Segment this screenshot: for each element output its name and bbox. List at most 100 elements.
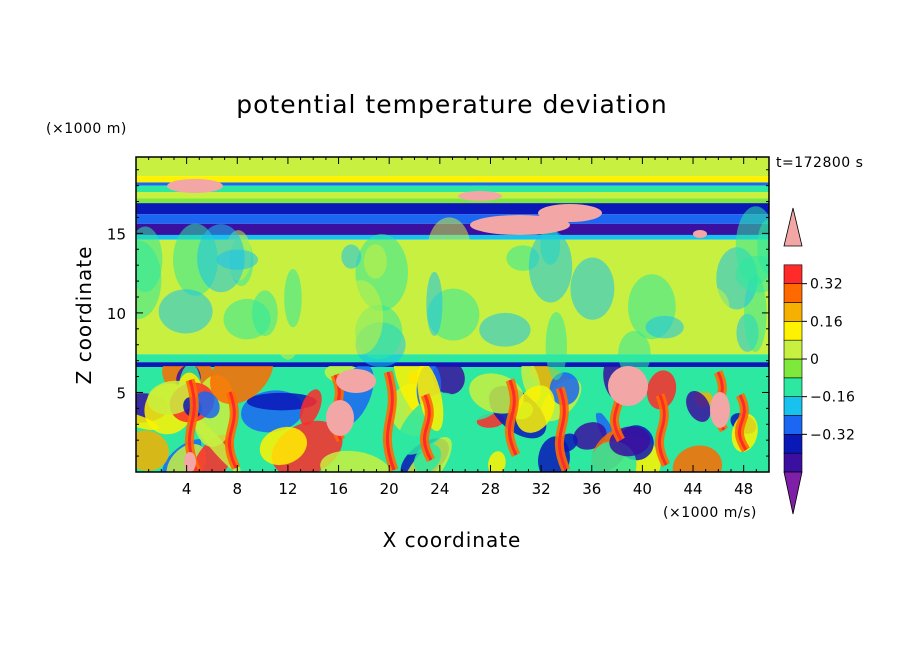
x-tick-label: 20 <box>380 480 399 498</box>
x-axis-ticks: 4 8 12 16 20 24 28 32 36 40 44 48 <box>148 157 757 498</box>
field-layer <box>136 185 769 192</box>
mid-patch <box>645 315 684 339</box>
eddy <box>136 430 170 471</box>
colorbar-tick-label: 0.32 <box>810 277 843 293</box>
above-max-blob <box>167 179 223 193</box>
colorbar-bin <box>783 452 803 473</box>
eddy <box>259 426 307 466</box>
x-tick-label: 48 <box>734 480 753 498</box>
above-max-blob <box>710 392 730 428</box>
y-axis-ticks: 5 10 15 <box>107 169 769 457</box>
mid-patch <box>735 255 769 293</box>
x-axis-label: X coordinate <box>383 528 522 552</box>
above-max-blob <box>336 369 376 393</box>
time-label: t=172800 s <box>776 155 863 171</box>
colorbar-bin <box>783 396 803 416</box>
x-tick-label: 8 <box>233 480 243 498</box>
x-tick-label: 24 <box>430 480 449 498</box>
mid-patch <box>284 269 302 328</box>
eddy <box>194 391 220 419</box>
mid-patch <box>216 249 259 270</box>
field-layer <box>136 192 769 199</box>
y-axis-label: Z coordinate <box>72 246 96 385</box>
field-layer <box>136 182 769 186</box>
mid-patch <box>338 280 384 355</box>
y-unit-label: (×1000 m) <box>46 121 127 137</box>
colorbar-bin <box>783 415 803 435</box>
colorbar-bin <box>783 377 803 397</box>
warm-plume-core <box>507 379 518 456</box>
eddy <box>646 370 677 410</box>
eddy <box>672 445 723 472</box>
mid-patch <box>158 289 213 334</box>
field-layer <box>136 203 769 215</box>
mid-patch <box>426 271 443 336</box>
eddy <box>210 366 274 405</box>
above-max-blob <box>470 215 570 235</box>
above-max-blob <box>608 366 648 406</box>
mid-patch <box>570 257 615 320</box>
x-tick-label: 12 <box>278 480 297 498</box>
above-max-blob <box>184 452 196 472</box>
colorbar-bin <box>783 434 803 454</box>
contour-features <box>136 179 769 472</box>
x-tick-label: 44 <box>683 480 702 498</box>
colorbar-tick-label: −0.16 <box>810 390 855 406</box>
colorbar-max-extension <box>783 207 803 247</box>
mid-patch <box>545 312 567 381</box>
colorbar-bin <box>783 321 803 341</box>
colorbar-bin <box>783 264 803 284</box>
mid-patch <box>427 217 471 280</box>
lower-layer-eddies <box>136 366 763 472</box>
above-max-blob <box>326 400 354 436</box>
colorbar-tick-label: 0.16 <box>810 314 843 330</box>
field-layer <box>136 198 769 204</box>
colorbar-bin <box>783 283 803 303</box>
warm-plume-core <box>657 394 668 466</box>
colorbar-bin <box>783 302 803 322</box>
y-tick-label: 10 <box>107 305 126 323</box>
field-layer <box>136 157 769 177</box>
x-tick-label: 40 <box>633 480 652 498</box>
colorbar: 0.32 0.16 0 −0.16 −0.32 <box>783 207 855 515</box>
colorbar-bin <box>783 358 803 379</box>
eddy <box>246 392 317 411</box>
colorbar-bin <box>783 339 803 360</box>
eddy <box>299 389 322 426</box>
x-tick-label: 4 <box>182 480 192 498</box>
eddy <box>515 385 555 433</box>
eddy <box>686 390 711 422</box>
above-max-blob <box>693 230 707 238</box>
field-layer <box>136 362 769 367</box>
mid-patch <box>618 330 651 378</box>
colorbar-tick-label: −0.32 <box>810 427 855 443</box>
y-tick-label: 5 <box>116 384 126 402</box>
field-layer <box>136 354 769 363</box>
eddy <box>488 451 506 472</box>
y-tick-label: 15 <box>107 225 126 243</box>
above-max-blob <box>538 204 602 222</box>
mid-patch <box>501 259 518 307</box>
warm-plume-core <box>227 391 238 469</box>
mid-patch <box>683 285 730 327</box>
colorbar-tick-label: 0 <box>810 352 819 368</box>
warm-plume-core <box>737 394 748 451</box>
warm-plume-core <box>385 371 396 471</box>
mid-patch <box>252 290 278 337</box>
mid-layer-texture <box>136 206 769 381</box>
field-layer <box>136 176 769 183</box>
mid-patch <box>479 312 531 347</box>
chart-title: potential temperature deviation <box>236 90 667 119</box>
mid-patch <box>363 244 387 279</box>
colorbar-min-extension <box>783 471 803 515</box>
x-tick-label: 32 <box>532 480 551 498</box>
warm-plume-core <box>557 387 568 471</box>
warm-plume-core <box>422 394 433 461</box>
x-tick-label: 28 <box>481 480 500 498</box>
above-max-blob <box>458 191 502 201</box>
x-unit-label: (×1000 m/s) <box>663 505 757 521</box>
eddy <box>579 394 611 414</box>
mid-patch <box>528 230 573 303</box>
mid-patch <box>136 240 162 320</box>
